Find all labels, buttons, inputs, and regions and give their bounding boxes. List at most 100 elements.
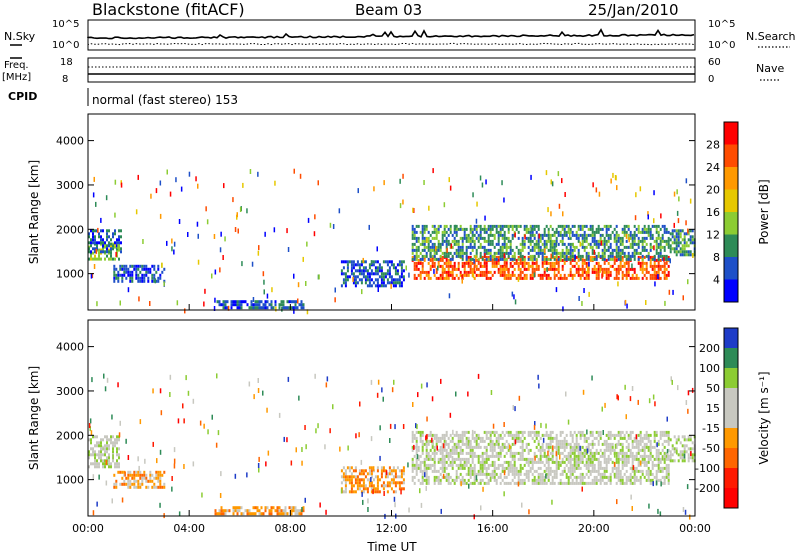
velocity-cell [159, 476, 162, 480]
power-cell [641, 261, 644, 265]
velocity-cell [507, 445, 510, 449]
velocity-cell [461, 457, 464, 461]
velocity-scatter-cell [183, 418, 185, 424]
power-cell [541, 264, 544, 268]
power-cell [121, 267, 124, 271]
power-cell [625, 273, 628, 277]
power-cell [561, 264, 564, 268]
power-scatter-cell [615, 175, 617, 181]
velocity-scatter-cell [211, 414, 213, 420]
velocity-cell [603, 472, 606, 476]
power-cell [346, 278, 349, 282]
power-scatter-cell [616, 185, 618, 191]
power-cell [94, 257, 96, 261]
velocity-cell [601, 451, 604, 455]
power-cell [637, 255, 640, 259]
power-cell [88, 245, 90, 249]
power-cell [527, 251, 530, 255]
power-cell [419, 273, 422, 277]
velocity-cell [575, 445, 578, 449]
velocity-scatter-cell [471, 429, 474, 435]
power-scatter-cell [481, 182, 484, 188]
power-scatter-cell [446, 247, 448, 253]
power-cell [573, 264, 576, 268]
velocity-scatter-cell [617, 395, 619, 401]
power-cell [597, 224, 600, 228]
velocity-cell [469, 439, 472, 443]
power-cell [499, 233, 502, 237]
power-cell [617, 257, 620, 261]
power-cell [497, 270, 500, 274]
velocity-cell [501, 478, 504, 482]
velocity-cell [545, 430, 548, 434]
power-cell [589, 227, 592, 231]
velocity-scatter-cell [440, 378, 442, 384]
velocity-scatter-cell [616, 394, 618, 400]
power-cell [147, 279, 150, 283]
power-cell [413, 276, 416, 280]
power-cell [569, 267, 572, 271]
velocity-cell [358, 487, 361, 491]
power-cell [563, 276, 566, 280]
velocity-cell [537, 448, 540, 452]
power-scatter-cell [159, 180, 162, 186]
power-cell [611, 257, 614, 261]
velocity-cell [543, 454, 546, 458]
power-cell [118, 248, 120, 252]
velocity-cell [278, 512, 281, 516]
power-cell [567, 236, 570, 240]
power-cell [380, 281, 383, 285]
velocity-cell [88, 453, 90, 457]
velocity-cell [421, 433, 424, 437]
velocity-cell [661, 466, 664, 470]
power-cell [493, 254, 496, 258]
velocity-cell [346, 475, 349, 479]
power-cell [238, 303, 241, 307]
velocity-cell [581, 451, 584, 455]
velocity-cell [519, 466, 522, 470]
velocity-cell [425, 439, 428, 443]
power-scatter-cell [461, 278, 463, 284]
velocity-cell [433, 463, 436, 467]
power-cell [118, 229, 120, 233]
velocity-cell [276, 512, 279, 516]
power-cell [661, 254, 664, 258]
power-cell [413, 254, 416, 258]
power-cell [563, 254, 566, 258]
power-scatter-cell [617, 281, 619, 287]
power-scatter-cell [647, 214, 649, 220]
power-cell [467, 258, 470, 262]
power-cell [547, 236, 550, 240]
power-cell [517, 236, 520, 240]
power-cell [531, 264, 534, 268]
velocity-scatter-cell [203, 423, 205, 429]
velocity-cell [384, 475, 387, 479]
velocity-cell [617, 457, 620, 461]
velocity-scatter-cell [545, 467, 548, 473]
velocity-cell [368, 478, 371, 482]
velocity-cell [467, 478, 470, 482]
velocity-cell [417, 478, 420, 482]
power-cell [553, 276, 556, 280]
power-cell [113, 276, 116, 280]
velocity-cell [631, 442, 634, 446]
velocity-cell [547, 472, 550, 476]
power-scatter-cell [213, 234, 216, 239]
velocity-cell [599, 472, 602, 476]
velocity-cell [489, 430, 492, 434]
velocity-cell [493, 460, 496, 464]
power-cell [537, 254, 540, 258]
power-cell [537, 239, 540, 243]
power-cell [505, 236, 508, 240]
velocity-cell [153, 482, 156, 486]
velocity-cell [613, 433, 616, 437]
power-cell [439, 245, 442, 249]
power-cell [108, 241, 110, 245]
velocity-cell [447, 463, 450, 467]
power-cell [687, 229, 690, 233]
velocity-cell [491, 445, 494, 449]
velocity-cell [523, 457, 526, 461]
velocity-cell [499, 481, 502, 485]
power-cell [153, 276, 156, 280]
power-cell [547, 261, 550, 265]
